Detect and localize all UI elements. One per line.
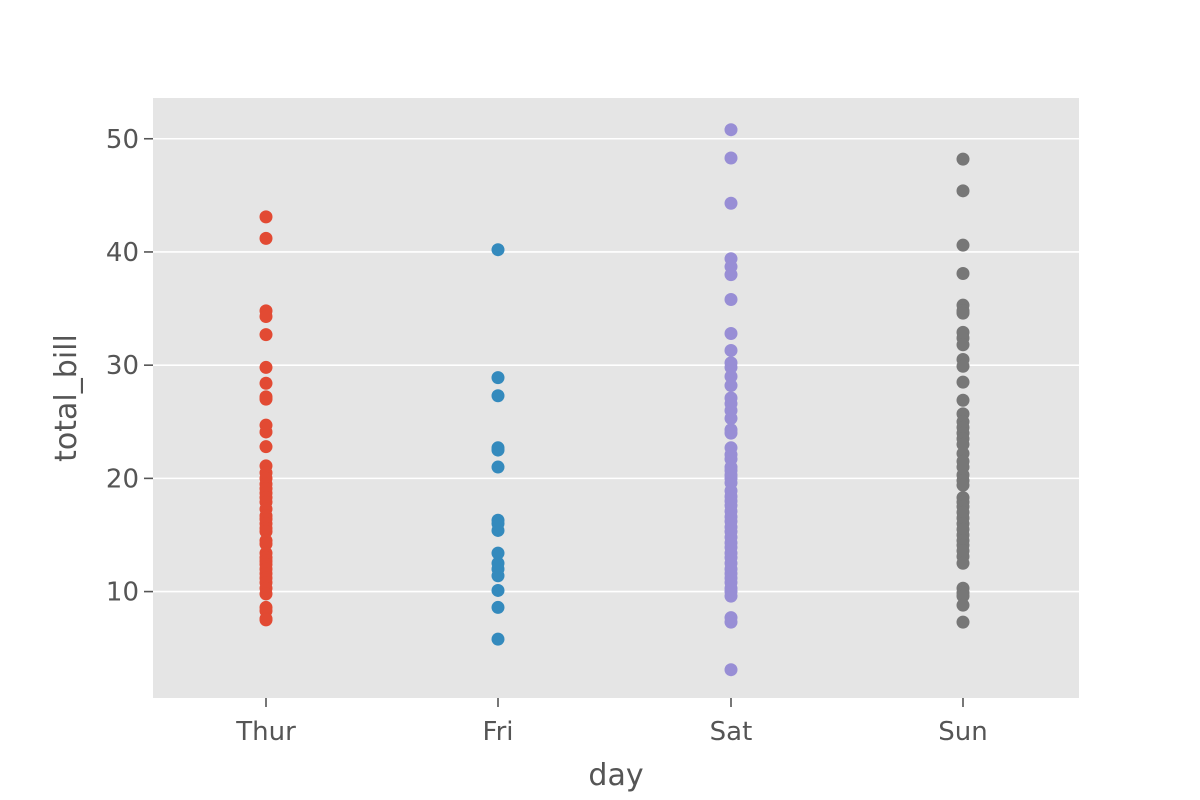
data-point	[956, 589, 970, 603]
data-point	[259, 210, 273, 224]
data-point	[956, 615, 970, 629]
x-tick-label: Sun	[938, 717, 987, 747]
data-point	[491, 389, 505, 403]
data-point	[491, 371, 505, 385]
data-point	[724, 369, 738, 383]
data-point	[724, 360, 738, 374]
data-point	[259, 392, 273, 406]
data-point	[956, 184, 970, 198]
data-point	[956, 375, 970, 389]
data-point	[724, 326, 738, 340]
data-point	[259, 537, 273, 551]
y-tick-label: 10	[106, 578, 139, 608]
data-point	[724, 268, 738, 282]
data-point	[259, 613, 273, 627]
y-tick-label: 50	[106, 125, 139, 155]
data-point	[724, 411, 738, 425]
data-point	[491, 460, 505, 474]
data-point	[259, 440, 273, 454]
data-point	[956, 306, 970, 320]
data-point	[491, 523, 505, 537]
x-axis-label: day	[588, 758, 643, 793]
data-points	[259, 123, 970, 677]
data-point	[259, 309, 273, 323]
data-point	[724, 196, 738, 210]
gridlines	[153, 137, 1079, 593]
x-tick-label: Thur	[235, 717, 296, 747]
data-point	[724, 426, 738, 440]
data-point	[956, 359, 970, 373]
data-point	[259, 328, 273, 342]
data-point	[956, 393, 970, 407]
y-axis-label: total_bill	[49, 334, 84, 462]
x-tick-label: Fri	[483, 717, 514, 747]
data-point	[259, 360, 273, 374]
data-point	[724, 343, 738, 357]
data-point	[259, 525, 273, 539]
data-point	[724, 293, 738, 307]
series-thur	[259, 210, 273, 627]
data-point	[724, 615, 738, 629]
y-tick-label: 40	[106, 238, 139, 268]
x-axis-ticks: Thur Fri Sat Sun	[235, 698, 988, 747]
data-point	[724, 123, 738, 137]
data-point	[259, 376, 273, 390]
y-axis-ticks: 10 20 30 40 50	[106, 125, 153, 608]
series-sat	[724, 123, 738, 677]
data-point	[724, 663, 738, 677]
data-point	[491, 569, 505, 583]
data-point	[491, 583, 505, 597]
data-point	[491, 243, 505, 257]
data-point	[491, 600, 505, 614]
data-point	[259, 587, 273, 601]
data-point	[491, 443, 505, 457]
data-point	[724, 151, 738, 165]
data-point	[956, 598, 970, 612]
data-point	[259, 425, 273, 439]
data-point	[956, 478, 970, 492]
data-point	[956, 556, 970, 570]
x-tick-label: Sat	[710, 717, 753, 747]
data-point	[491, 546, 505, 560]
data-point	[956, 437, 970, 451]
y-tick-label: 30	[106, 351, 139, 381]
data-point	[956, 152, 970, 166]
data-point	[956, 338, 970, 352]
data-point	[724, 589, 738, 603]
y-tick-label: 20	[106, 464, 139, 494]
series-fri	[491, 243, 505, 646]
plot-area-background	[153, 98, 1079, 698]
data-point	[259, 231, 273, 245]
series-sun	[956, 152, 970, 629]
data-point	[956, 238, 970, 252]
data-point	[491, 632, 505, 646]
data-point	[724, 379, 738, 393]
data-point	[956, 266, 970, 280]
